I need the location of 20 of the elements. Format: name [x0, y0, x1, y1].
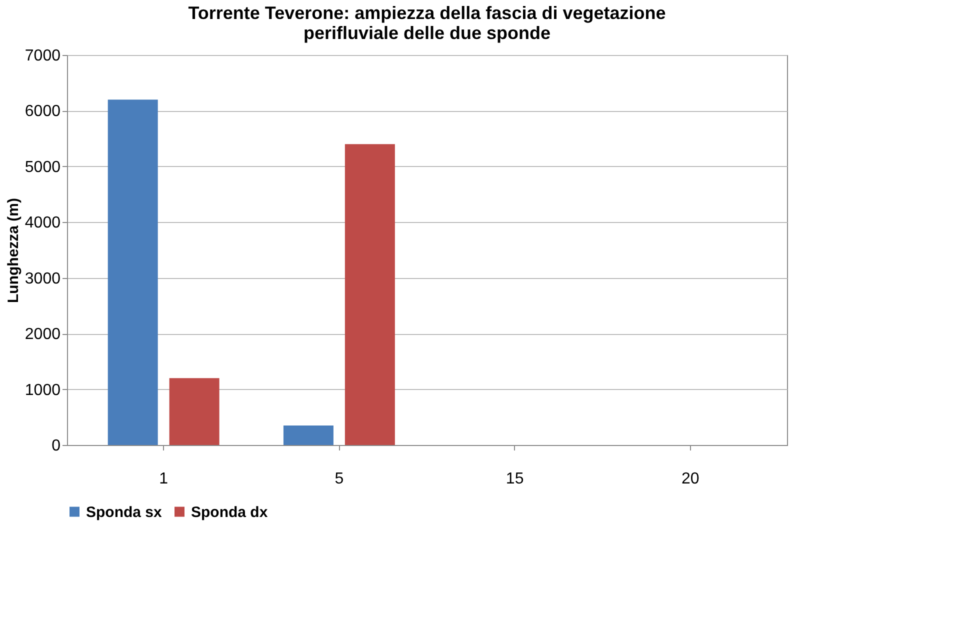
y-axis-title: Lunghezza (m)	[4, 198, 22, 303]
x-tick-label: 5	[334, 470, 344, 488]
y-tick-label: 7000	[24, 48, 61, 64]
y-tick-label: 1000	[24, 382, 61, 399]
y-tick-label: 2000	[24, 326, 61, 344]
bar	[108, 100, 158, 445]
y-tick-label: 0	[52, 438, 61, 454]
bar	[344, 144, 395, 445]
chart-title: Torrente Teverone: ampiezza della fascia di vegetazione perifluviale delle due sponde	[188, 3, 666, 43]
bar	[283, 426, 334, 445]
legend-label: Sponda dx	[191, 504, 268, 521]
x-tick-label: 15	[506, 470, 524, 488]
y-tick-label: 4000	[24, 214, 61, 232]
x-tick-label: 1	[159, 470, 168, 488]
x-tick-label: 20	[682, 470, 700, 488]
y-tick-label: 6000	[24, 103, 61, 120]
legend-label: Sponda sx	[86, 504, 163, 521]
y-tick-label: 5000	[24, 158, 61, 176]
y-tick-label: 3000	[24, 270, 61, 288]
bar	[169, 378, 220, 445]
